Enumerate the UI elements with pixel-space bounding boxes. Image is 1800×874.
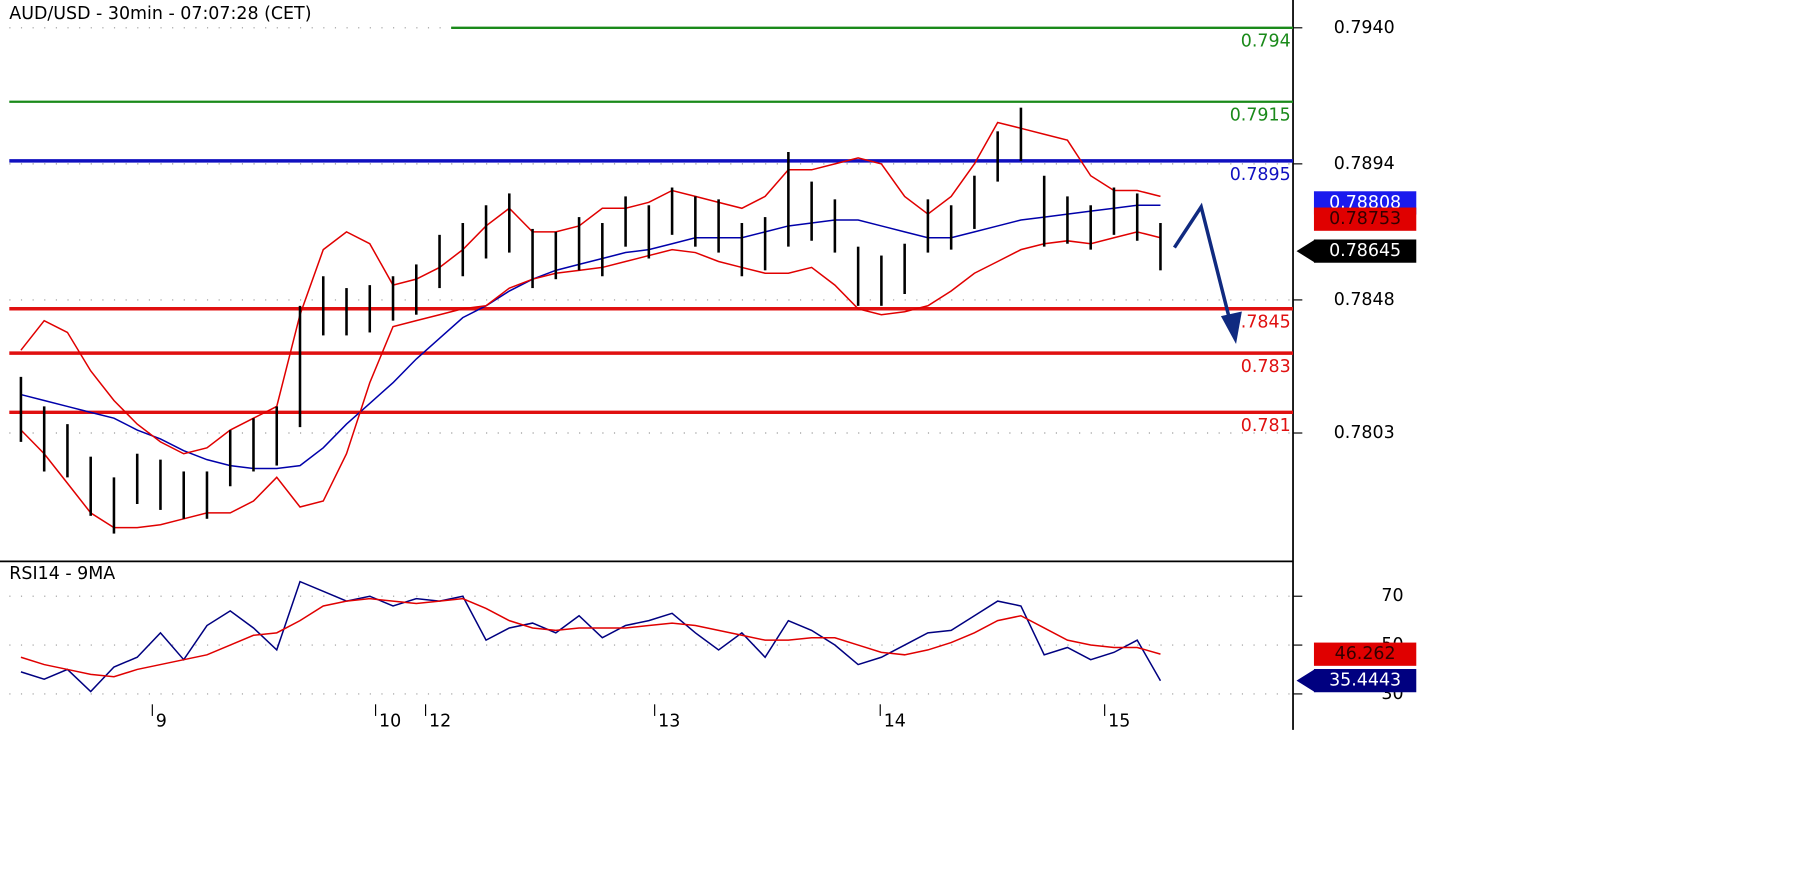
rsi-line [20,597,1161,678]
level-label: 0.781 [1241,416,1291,436]
value-tag-label: 0.78753 [1329,209,1401,229]
level-label: 0.7895 [1230,165,1291,185]
level-label: 0.7845 [1230,313,1291,333]
x-tick-label: 12 [429,712,451,732]
level-label: 0.7915 [1230,106,1291,126]
forecast-arrowhead [1220,311,1242,345]
x-tick-label: 9 [156,712,167,732]
overlay-line [20,121,1161,455]
rsi-line [20,580,1162,693]
value-tag [1313,642,1417,666]
rsi-title: RSI14 - 9MA [9,564,115,584]
forecast-arrow [1172,202,1235,332]
overlay-line [20,231,1161,529]
level-label: 0.783 [1241,357,1291,377]
value-tag [1313,207,1417,231]
x-tick-label: 13 [658,712,680,732]
overlay-line [20,204,1161,470]
chart-title: AUD/USD - 30min - 07:07:28 (CET) [9,4,311,24]
tag-pointer [1296,669,1316,693]
value-tag [1313,669,1417,693]
level-label: 0.794 [1241,32,1291,52]
value-tag-label: 46.262 [1335,644,1396,664]
value-tag [1313,239,1417,263]
y-tick-label: 0.7894 [1334,154,1395,174]
rsi-y-tick-label: 70 [1381,586,1403,606]
data-layer [19,107,1162,693]
value-tag-label: 0.78645 [1329,241,1401,261]
x-tick-label: 14 [884,712,906,732]
y-tick-label: 0.7940 [1334,18,1395,38]
x-tick-label: 15 [1108,712,1130,732]
levels-layer: 0.794 0.7915 0.7895 0.7845 0.783 0.781 [9,26,1294,436]
value-tag-label: 35.4443 [1329,671,1401,691]
x-tick-label: 10 [379,712,401,732]
y-tick-label: 0.7803 [1334,423,1395,443]
y-tick-label: 0.7848 [1334,290,1395,310]
tag-pointer [1296,239,1316,263]
